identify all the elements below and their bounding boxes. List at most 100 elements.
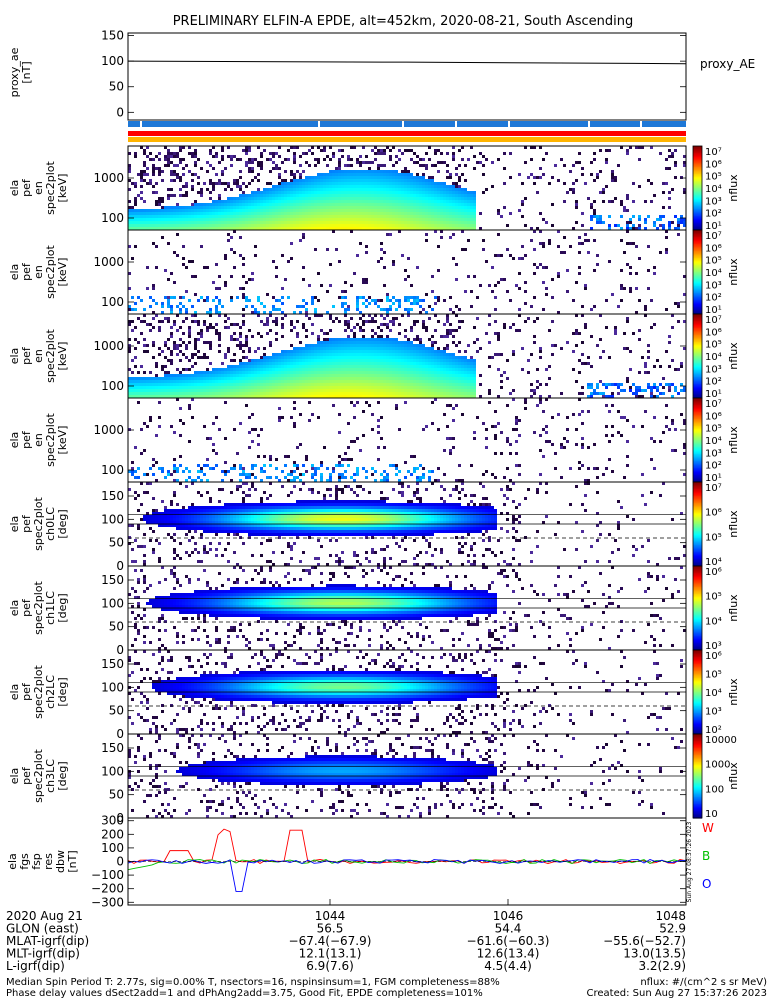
en1-cell [449, 215, 452, 218]
en1-cell [308, 218, 311, 221]
en1-cell [383, 212, 386, 215]
en1-cell [350, 182, 353, 185]
en1-cell [347, 200, 350, 203]
en1-cell [389, 149, 392, 152]
en3-cell [224, 326, 227, 329]
en1-cell [386, 173, 389, 176]
en1-cell [299, 209, 302, 212]
en2-cell [332, 305, 335, 308]
en1-cell [434, 182, 437, 185]
en3-cell [338, 338, 341, 341]
en2-cell [431, 290, 434, 293]
en1-cell [326, 164, 329, 167]
en2-cell [557, 272, 560, 275]
en3-cell [344, 353, 347, 356]
en3-cell [581, 386, 584, 389]
en3-cell [398, 371, 401, 374]
en3-cell [329, 341, 332, 344]
en2-cell [356, 305, 359, 308]
en1-cell [374, 191, 377, 194]
en3-cell [254, 389, 257, 392]
en3-cell [461, 392, 464, 395]
en3-cell [374, 371, 377, 374]
en1-cell [245, 212, 248, 215]
en1-cell [470, 221, 473, 224]
en1-cell [422, 197, 425, 200]
en3-cell [338, 320, 341, 323]
en3-cell [458, 371, 461, 374]
en1-cell [404, 206, 407, 209]
en3-cell [287, 362, 290, 365]
en1-cell [599, 215, 602, 218]
en1-cell [335, 197, 338, 200]
en3-cell [248, 350, 251, 353]
en3-cell [353, 392, 356, 395]
en2-cell [209, 311, 212, 314]
en1-cell [185, 215, 188, 218]
en1-cell [377, 218, 380, 221]
en1-cell [413, 179, 416, 182]
en1-cell [218, 203, 221, 206]
en1-cell [350, 179, 353, 182]
en1-cell [230, 206, 233, 209]
en3-cell [320, 377, 323, 380]
en1-cell [317, 224, 320, 227]
en1-cell [356, 161, 359, 164]
en1-cell [218, 179, 221, 182]
en3-cell [284, 395, 287, 398]
en1-cell [269, 203, 272, 206]
en1-cell [176, 215, 179, 218]
en1-cell [329, 209, 332, 212]
en1-cell [155, 182, 158, 185]
en1-cell [452, 158, 455, 161]
en1-cell [437, 197, 440, 200]
en3-cell [449, 392, 452, 395]
en3-cell [401, 353, 404, 356]
en3-cell [344, 380, 347, 383]
en1-cell [347, 164, 350, 167]
en1-cell [413, 185, 416, 188]
en1-cell [314, 206, 317, 209]
en3-cell [242, 374, 245, 377]
en1-cell [404, 221, 407, 224]
en3-cell [182, 320, 185, 323]
en3-cell [590, 392, 593, 395]
en1-cell [461, 227, 464, 230]
en3-cell [344, 347, 347, 350]
en3-cell [167, 359, 170, 362]
en2-cell [302, 305, 305, 308]
en1-cell [281, 221, 284, 224]
en1-cell [452, 212, 455, 215]
en1-cell [533, 146, 536, 149]
en3-cell [398, 344, 401, 347]
en1-cell [626, 227, 629, 230]
en3-cell [311, 353, 314, 356]
en3-cell [251, 359, 254, 362]
en3-cell [227, 392, 230, 395]
en1-cell [383, 194, 386, 197]
en3-cell [281, 389, 284, 392]
en2-cell [155, 245, 158, 248]
en3-cell [395, 377, 398, 380]
en2-cell [299, 305, 302, 308]
en1-cell [419, 158, 422, 161]
en1-cell [290, 146, 293, 149]
en2-cell [494, 308, 497, 311]
en2-cell [518, 308, 521, 311]
en3-cell [398, 374, 401, 377]
en1-cell [329, 158, 332, 161]
en1-cell [308, 227, 311, 230]
en1-cell [329, 215, 332, 218]
en1-cell [629, 218, 632, 221]
en1-cell [575, 200, 578, 203]
en2-cell [167, 299, 170, 302]
en3-cell [485, 332, 488, 335]
en1-cell [449, 209, 452, 212]
en1-cell [491, 161, 494, 164]
en2-cell [593, 269, 596, 272]
en1-cell [386, 176, 389, 179]
en3-cell [278, 380, 281, 383]
en3-cell [320, 341, 323, 344]
en3-cell [461, 371, 464, 374]
en1-cell [395, 161, 398, 164]
